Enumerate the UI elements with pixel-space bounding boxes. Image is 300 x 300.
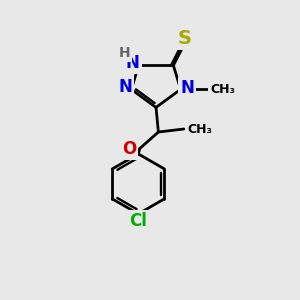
Text: CH₃: CH₃ xyxy=(188,122,212,136)
Text: N: N xyxy=(180,79,194,97)
Text: CH₃: CH₃ xyxy=(211,83,236,96)
Text: O: O xyxy=(122,140,136,158)
Text: N: N xyxy=(118,78,132,96)
Text: H: H xyxy=(118,46,130,60)
Text: N: N xyxy=(126,54,140,72)
Text: Cl: Cl xyxy=(129,212,147,230)
Text: S: S xyxy=(178,29,192,48)
